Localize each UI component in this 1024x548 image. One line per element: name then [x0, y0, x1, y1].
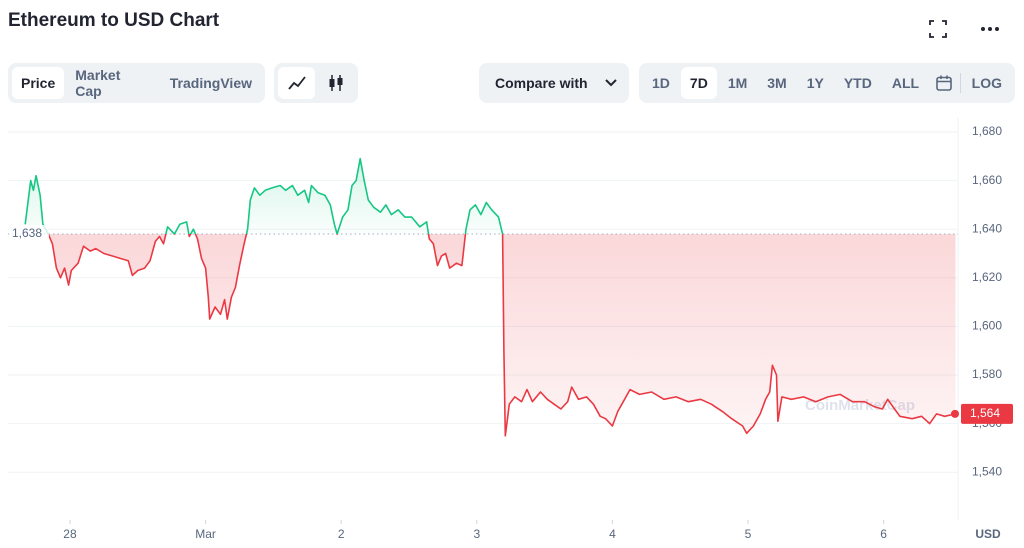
x-tick-label: 6	[880, 527, 887, 541]
range-tab[interactable]: 3M	[767, 75, 787, 91]
view-tabs: Price Market Cap TradingView	[8, 63, 265, 103]
compare-label: Compare with	[495, 75, 588, 91]
current-dot	[951, 409, 959, 418]
price-line	[24, 157, 956, 437]
x-tick-label: 5	[745, 527, 752, 541]
y-tick-label: 1,580	[972, 367, 1002, 381]
baseline-label-bg	[9, 225, 49, 244]
tab[interactable]: Price	[12, 67, 65, 99]
log-button[interactable]: LOG	[971, 75, 1002, 91]
tab[interactable]: Market Cap	[75, 67, 121, 99]
y-tick-label: 1,640	[972, 221, 1002, 235]
page-title: Ethereum to USD Chart	[8, 10, 220, 31]
y-tick-label: 1,540	[972, 464, 1002, 478]
range-tab[interactable]: ALL	[891, 75, 920, 91]
x-tick-label: 4	[609, 527, 616, 541]
range-tab[interactable]: YTD	[843, 75, 872, 91]
y-tick-label: 1,620	[972, 270, 1002, 284]
x-tick-label: Mar	[195, 527, 216, 541]
current-price-label: 1,564	[970, 406, 1000, 420]
range-tabs: 1D 7D 1M 3M 1Y YTD ALL LOG	[639, 63, 1015, 103]
compare-dropdown[interactable]: Compare with	[479, 63, 629, 103]
price-area	[25, 158, 956, 436]
tab[interactable]: TradingView	[169, 75, 252, 91]
y-tick-label: 1,680	[972, 124, 1002, 138]
more-button[interactable]	[980, 24, 1000, 34]
line-style-button[interactable]	[278, 67, 315, 99]
range-tab[interactable]: 1M	[727, 75, 748, 91]
range-tab[interactable]: 1D	[652, 75, 670, 91]
chart-style	[274, 63, 358, 103]
calendar-button[interactable]	[930, 67, 958, 99]
candle-style-button[interactable]	[317, 67, 354, 99]
x-tick-label: 3	[473, 527, 480, 541]
y-tick-label: 1,660	[972, 173, 1002, 187]
range-tab[interactable]: 1Y	[806, 75, 824, 91]
range-tab[interactable]: 7D	[680, 67, 717, 99]
fullscreen-button[interactable]	[929, 20, 947, 38]
y-unit: USD	[975, 527, 1001, 541]
y-tick-label: 1,600	[972, 319, 1002, 333]
current-price-tag	[961, 403, 1013, 424]
baseline-label: 1,638	[12, 226, 42, 240]
x-tick-label: 28	[63, 527, 77, 541]
x-tick-label: 2	[338, 527, 345, 541]
